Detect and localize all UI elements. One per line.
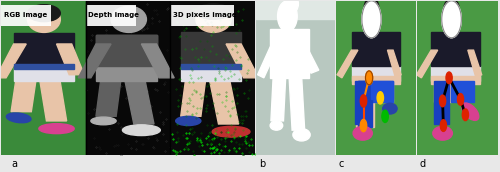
Bar bbox=[358, 81, 372, 103]
Circle shape bbox=[442, 1, 462, 38]
FancyBboxPatch shape bbox=[86, 5, 136, 26]
Bar bbox=[352, 32, 400, 66]
Polygon shape bbox=[226, 44, 259, 78]
Ellipse shape bbox=[270, 121, 282, 130]
Circle shape bbox=[462, 109, 468, 121]
Ellipse shape bbox=[364, 0, 378, 16]
Circle shape bbox=[362, 1, 381, 38]
Bar bbox=[352, 76, 400, 84]
Ellipse shape bbox=[176, 116, 201, 126]
Polygon shape bbox=[388, 50, 401, 78]
Bar bbox=[356, 81, 374, 127]
Ellipse shape bbox=[196, 4, 231, 19]
Polygon shape bbox=[299, 44, 319, 73]
Polygon shape bbox=[337, 50, 358, 78]
Bar bbox=[180, 64, 241, 69]
FancyBboxPatch shape bbox=[170, 5, 234, 26]
Ellipse shape bbox=[212, 126, 250, 137]
Bar bbox=[370, 81, 393, 99]
Bar bbox=[358, 81, 372, 127]
Bar bbox=[180, 66, 241, 81]
Text: c: c bbox=[338, 159, 344, 169]
Ellipse shape bbox=[462, 103, 479, 120]
Polygon shape bbox=[271, 75, 286, 121]
Polygon shape bbox=[258, 47, 278, 78]
Bar bbox=[369, 81, 393, 103]
Bar bbox=[431, 76, 480, 84]
Ellipse shape bbox=[284, 0, 298, 13]
Polygon shape bbox=[0, 44, 26, 78]
Bar bbox=[14, 66, 74, 81]
Ellipse shape bbox=[353, 126, 372, 140]
Bar bbox=[368, 81, 393, 103]
Ellipse shape bbox=[278, 1, 297, 32]
Bar bbox=[180, 32, 241, 66]
Polygon shape bbox=[11, 78, 36, 112]
Polygon shape bbox=[96, 78, 121, 116]
Ellipse shape bbox=[433, 126, 452, 140]
Ellipse shape bbox=[111, 6, 146, 32]
Polygon shape bbox=[142, 44, 174, 78]
Circle shape bbox=[440, 95, 446, 107]
Circle shape bbox=[366, 71, 372, 85]
Circle shape bbox=[440, 120, 446, 131]
Bar bbox=[256, 1, 334, 19]
Polygon shape bbox=[416, 50, 438, 78]
Circle shape bbox=[446, 72, 452, 84]
Bar bbox=[354, 81, 369, 124]
Bar bbox=[434, 81, 450, 103]
Ellipse shape bbox=[196, 6, 231, 32]
Bar bbox=[270, 29, 310, 78]
Polygon shape bbox=[124, 75, 154, 124]
Polygon shape bbox=[180, 78, 206, 116]
Ellipse shape bbox=[91, 117, 116, 125]
Polygon shape bbox=[289, 75, 304, 130]
Bar bbox=[96, 35, 156, 81]
Ellipse shape bbox=[6, 113, 31, 123]
Circle shape bbox=[458, 94, 464, 105]
Circle shape bbox=[377, 92, 384, 104]
Bar bbox=[14, 64, 74, 69]
Text: a: a bbox=[11, 159, 17, 169]
Ellipse shape bbox=[28, 5, 60, 22]
Ellipse shape bbox=[444, 0, 459, 15]
Ellipse shape bbox=[382, 103, 397, 114]
Circle shape bbox=[382, 110, 388, 122]
Polygon shape bbox=[208, 75, 238, 124]
Circle shape bbox=[360, 95, 366, 107]
Bar bbox=[86, 1, 170, 155]
Polygon shape bbox=[56, 44, 84, 75]
Ellipse shape bbox=[122, 125, 160, 136]
Bar bbox=[352, 66, 400, 81]
Text: 3D pixels image: 3D pixels image bbox=[173, 13, 236, 18]
Ellipse shape bbox=[293, 129, 310, 141]
Bar bbox=[431, 32, 480, 66]
Ellipse shape bbox=[28, 6, 60, 32]
Polygon shape bbox=[468, 50, 481, 78]
Text: Depth image: Depth image bbox=[88, 13, 139, 18]
Ellipse shape bbox=[39, 124, 74, 134]
Bar bbox=[1, 1, 86, 155]
Text: b: b bbox=[259, 159, 266, 169]
Circle shape bbox=[360, 119, 366, 132]
Text: RGB image: RGB image bbox=[4, 13, 47, 18]
Text: d: d bbox=[420, 159, 426, 169]
Bar bbox=[96, 35, 156, 66]
Bar bbox=[434, 81, 449, 124]
Bar bbox=[14, 33, 74, 67]
Bar bbox=[431, 66, 480, 81]
Bar bbox=[170, 1, 255, 155]
Bar bbox=[450, 81, 473, 103]
Polygon shape bbox=[39, 75, 66, 121]
Polygon shape bbox=[78, 44, 111, 78]
FancyBboxPatch shape bbox=[1, 5, 50, 26]
